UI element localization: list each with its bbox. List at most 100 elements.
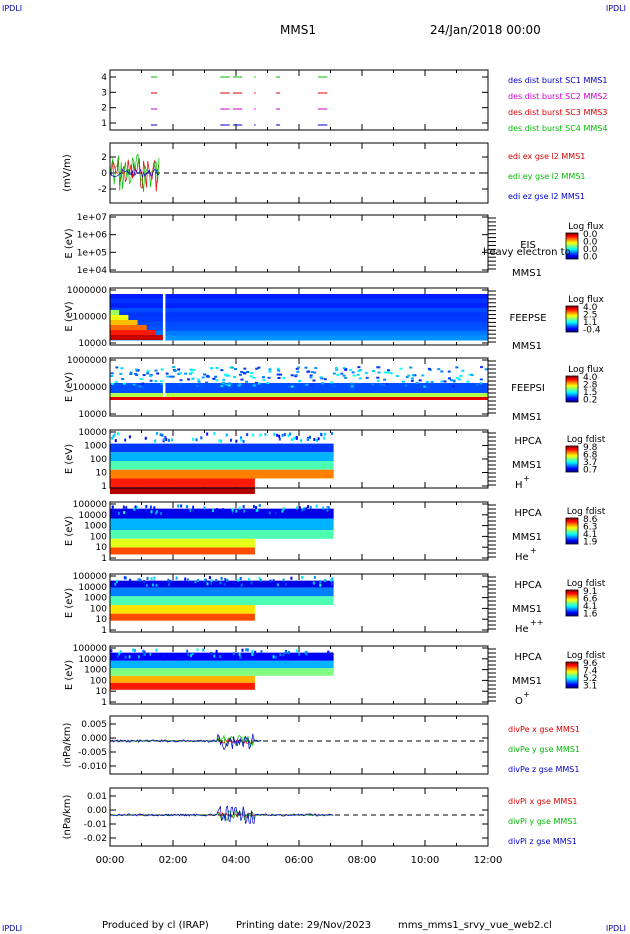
instrument-label: EIS bbox=[520, 240, 536, 251]
x-tick-label: 12:00 bbox=[474, 855, 503, 866]
spectrogram-cell bbox=[252, 504, 255, 508]
spectrogram-cell bbox=[313, 576, 316, 580]
legend-entry: divPi x gse MMS1 bbox=[508, 797, 577, 806]
y-tick-label: 10 bbox=[96, 543, 108, 553]
spectrogram-cell bbox=[154, 439, 157, 443]
spectrogram-cell bbox=[110, 649, 113, 653]
legend-entry: edi ey gse l2 MMS1 bbox=[508, 172, 586, 181]
spectrogram-cell bbox=[242, 439, 245, 443]
spectrogram-cell bbox=[225, 433, 228, 437]
spectrogram-cell bbox=[126, 654, 129, 658]
spectrogram-cell bbox=[171, 438, 174, 442]
colorbar-title: Log fdist bbox=[567, 579, 606, 589]
spectrogram-cell bbox=[144, 508, 147, 512]
colorbar-tick-label: 2.5 bbox=[583, 311, 597, 321]
figure-date: 24/Jan/2018 00:00 bbox=[430, 23, 541, 37]
y-tick-label: 1 bbox=[101, 554, 107, 564]
spectrogram-cell bbox=[266, 382, 270, 385]
colorbar-tick-label: 9.6 bbox=[583, 659, 598, 669]
spectrogram-cell bbox=[470, 374, 474, 377]
spectrogram-cell bbox=[336, 373, 340, 376]
spectrogram-cell bbox=[264, 432, 267, 436]
spectrogram-cell bbox=[340, 372, 344, 375]
spectrogram-cell bbox=[220, 576, 223, 580]
spectrogram-cell bbox=[455, 366, 459, 369]
spectrogram-cell bbox=[312, 371, 316, 374]
legend-entry: divPi z gse MMS1 bbox=[508, 837, 577, 846]
spectrogram-cell bbox=[110, 310, 120, 315]
y-tick-label: 1 bbox=[101, 626, 107, 636]
spectrogram-cell bbox=[240, 378, 244, 381]
spectrogram-cell bbox=[143, 650, 146, 654]
spectrogram-cell bbox=[232, 376, 236, 379]
spectrogram-cell bbox=[295, 506, 298, 510]
spectrogram-cell bbox=[166, 375, 170, 378]
spectrogram-cell bbox=[324, 578, 327, 582]
spectrogram-cell bbox=[301, 508, 304, 512]
spectrogram-cell bbox=[212, 377, 216, 380]
spectrogram-cell bbox=[136, 369, 140, 372]
colorbar-title: Log flux bbox=[568, 222, 604, 232]
spectrogram-cell bbox=[461, 369, 465, 372]
spectrogram-cell bbox=[306, 437, 309, 441]
spectrogram-cell bbox=[364, 371, 368, 374]
spectrogram-cell bbox=[142, 649, 145, 653]
spectrogram-cell bbox=[305, 652, 308, 656]
spectrogram-cell bbox=[256, 508, 259, 512]
spectrogram-cell bbox=[330, 652, 333, 656]
spectrogram-cell bbox=[459, 374, 463, 377]
spectrogram-cell bbox=[295, 649, 298, 653]
spectrogram-cells bbox=[110, 648, 334, 690]
spectrogram-cell bbox=[169, 579, 172, 583]
spectrogram-cell bbox=[290, 385, 294, 388]
spectrogram-cell bbox=[428, 368, 432, 371]
spectrogram-cell bbox=[268, 368, 272, 371]
spectrogram-cell bbox=[273, 432, 276, 436]
spectrogram-cell bbox=[110, 613, 255, 621]
spectrogram-cell bbox=[281, 433, 284, 437]
spectrogram-cell bbox=[298, 506, 301, 510]
spectrogram-cell bbox=[300, 439, 303, 443]
spectrogram-cell bbox=[365, 376, 369, 379]
spectrogram-cell bbox=[110, 547, 255, 555]
spectrogram-cell bbox=[175, 576, 178, 580]
y-tick-label: 1000 bbox=[84, 442, 107, 452]
spectrogram-cell bbox=[163, 438, 166, 442]
spectrogram-cell bbox=[167, 438, 170, 442]
spectrogram-cell bbox=[110, 660, 334, 669]
spectrogram-cell bbox=[179, 371, 183, 374]
colorbar-title: Log flux bbox=[568, 365, 604, 375]
spectrogram-cell bbox=[326, 508, 329, 512]
spectrogram-cell bbox=[252, 384, 256, 387]
colorbar-tick-label: 3.7 bbox=[583, 458, 597, 468]
burst-point bbox=[276, 124, 278, 126]
spectrogram-cell bbox=[331, 577, 334, 581]
spectrogram-cell bbox=[214, 375, 218, 378]
spectrogram-cell bbox=[213, 432, 216, 436]
spectrogram-cell bbox=[279, 653, 282, 657]
spectrogram-cell bbox=[239, 577, 242, 581]
instrument-label-overlap: heavy electron to bbox=[483, 247, 571, 258]
panel-eis: 1e+07 1e+06 1e+05 1e+04E (eV) bbox=[64, 213, 496, 276]
spectrogram-cell bbox=[283, 433, 286, 437]
spectrogram-cell bbox=[295, 367, 299, 370]
figure-title: MMS1 bbox=[280, 23, 316, 37]
y-tick-label: 1 bbox=[101, 119, 107, 129]
spectrogram-cell bbox=[330, 578, 333, 582]
spectrogram-cell bbox=[188, 372, 192, 375]
spectrogram-cell bbox=[110, 587, 334, 597]
spectrogram-cell bbox=[238, 506, 241, 510]
spectrogram-cell bbox=[223, 373, 227, 376]
spectrogram-cell bbox=[322, 436, 325, 440]
spectrogram-cell bbox=[160, 368, 164, 371]
y-tick-label: 1000 bbox=[84, 522, 107, 532]
spectrogram-cell bbox=[309, 376, 313, 379]
y-tick-label: 4 bbox=[101, 73, 107, 83]
spectrogram-cell bbox=[122, 382, 126, 385]
spectrogram-cell bbox=[279, 373, 283, 376]
spectrogram-cell bbox=[231, 508, 234, 512]
spectrogram-cell bbox=[110, 383, 488, 393]
y-axis-label: E (eV) bbox=[64, 372, 75, 402]
